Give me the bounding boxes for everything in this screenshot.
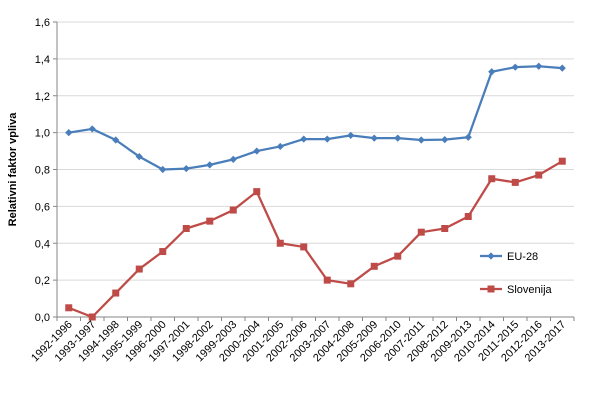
- data-point: [159, 248, 167, 256]
- y-tick-label: 0,2: [35, 275, 50, 287]
- legend-entry: Slovenija: [480, 284, 553, 296]
- data-point: [488, 68, 496, 76]
- series-eu-28: [65, 62, 566, 174]
- data-point: [65, 304, 73, 312]
- data-point: [347, 280, 355, 288]
- data-point: [300, 135, 308, 143]
- data-point: [487, 285, 495, 293]
- y-tick-label: 0,8: [35, 165, 50, 177]
- data-point: [276, 142, 284, 151]
- data-point: [417, 228, 425, 236]
- series-slovenija: [65, 157, 566, 321]
- data-point: [394, 252, 402, 260]
- y-tick-label: 0,0: [35, 312, 50, 324]
- legend-label: Slovenija: [507, 284, 553, 296]
- data-point: [253, 188, 261, 196]
- data-point: [558, 157, 566, 165]
- data-point: [253, 147, 261, 155]
- data-point: [535, 171, 543, 179]
- series-line: [68, 65, 563, 171]
- data-point: [370, 262, 378, 270]
- data-point: [370, 134, 378, 142]
- data-point: [417, 136, 425, 144]
- data-point: [65, 129, 73, 137]
- data-point: [182, 225, 190, 232]
- legend-label: EU-28: [507, 251, 538, 263]
- y-axis-title: Relativni faktor vpliva: [7, 112, 19, 227]
- data-point: [558, 64, 566, 72]
- data-point: [323, 276, 331, 284]
- data-point: [488, 175, 496, 183]
- data-point: [441, 136, 449, 144]
- data-point: [135, 265, 143, 273]
- y-tick-label: 1,2: [35, 91, 50, 103]
- data-point: [159, 165, 167, 174]
- data-point: [88, 125, 96, 133]
- data-point: [206, 161, 214, 169]
- y-tick-label: 1,0: [35, 128, 50, 140]
- y-tick-label: 1,4: [35, 54, 50, 66]
- data-point: [323, 135, 331, 143]
- data-point: [535, 62, 543, 70]
- gridlines: [57, 21, 574, 281]
- data-point: [206, 217, 214, 225]
- data-point: [300, 243, 308, 251]
- y-tick-label: 0,4: [35, 238, 50, 250]
- data-point: [464, 133, 472, 141]
- y-tick-label: 1,6: [35, 17, 50, 29]
- data-point: [112, 289, 120, 297]
- data-point: [394, 134, 402, 142]
- y-tick-label: 0,6: [35, 201, 50, 213]
- series-lines: [65, 62, 566, 321]
- data-point: [229, 206, 237, 214]
- data-point: [88, 313, 96, 321]
- data-point: [276, 239, 284, 247]
- data-point: [441, 225, 449, 232]
- data-point: [487, 252, 495, 260]
- data-point: [135, 152, 143, 161]
- legend-entry: EU-28: [480, 251, 538, 263]
- data-point: [511, 178, 519, 186]
- data-point: [347, 131, 355, 139]
- data-point: [182, 164, 190, 173]
- data-point: [511, 63, 519, 71]
- data-point: [464, 213, 472, 221]
- data-point: [229, 155, 237, 163]
- legend: EU-28 Slovenija: [480, 251, 553, 296]
- data-point: [112, 136, 120, 144]
- series-line: [68, 160, 563, 319]
